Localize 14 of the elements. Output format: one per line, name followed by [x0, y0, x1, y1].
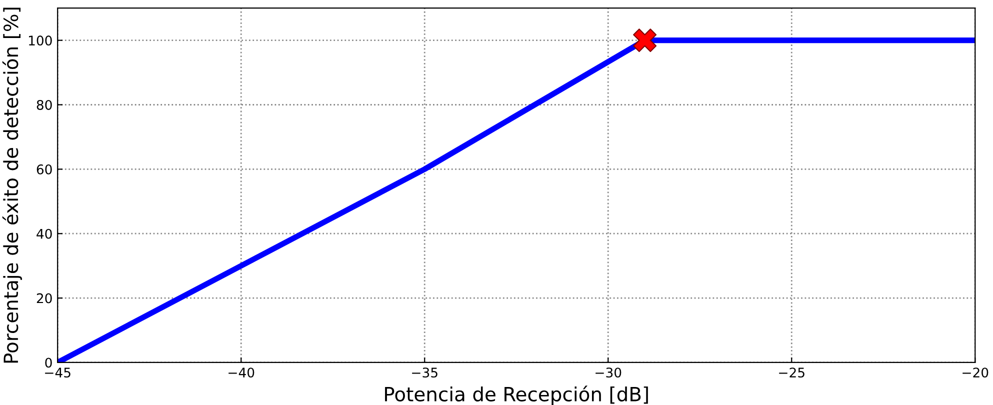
x-tick-label: −30 — [596, 368, 622, 378]
x-axis-title: Potencia de Recepción [dB] — [385, 386, 648, 405]
x-tick-label: −45 — [45, 368, 70, 378]
y-tick-label: 100 — [28, 36, 52, 46]
x-tick-label: −35 — [412, 368, 438, 378]
y-tick-label: 60 — [36, 164, 52, 174]
x-tick-label: −40 — [228, 368, 254, 378]
y-tick-label: 0 — [45, 358, 52, 368]
x-tick-label: −25 — [779, 368, 804, 378]
y-axis-title: Porcentaje de éxito de detección [%] — [2, 8, 22, 363]
y-tick-label: 80 — [36, 100, 52, 110]
y-tick-label: 20 — [36, 293, 52, 304]
y-tick-label: 40 — [36, 228, 52, 239]
x-tick-label: −20 — [962, 368, 988, 378]
